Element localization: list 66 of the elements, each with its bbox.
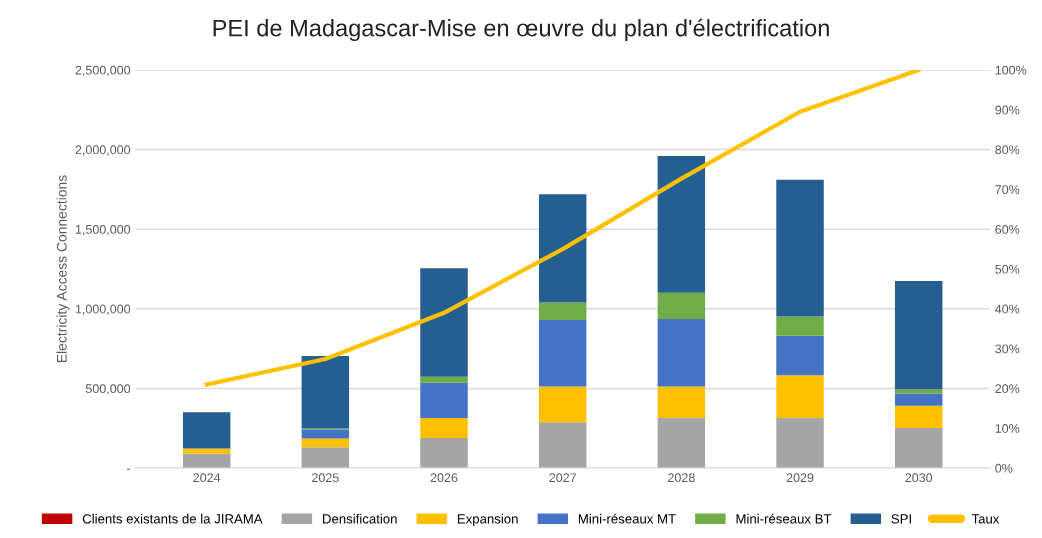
bar [182,448,231,454]
x-tick-label: 2029 [786,473,814,483]
y-axis-title: Electricity Access Connections [56,175,70,363]
bar [894,280,943,390]
y2-tick-label: 80% [995,145,1020,155]
y-tick-label: 1,000,000 [75,304,131,315]
bar [657,156,706,293]
legend-label: Clients existants de la JIRAMA [82,513,263,524]
y-tick-label: 500,000 [85,384,131,395]
bar [894,428,943,469]
bar [301,429,350,439]
y2-tick-label: 0% [995,463,1013,473]
y-tick-label: - [126,468,131,470]
y-tick-label: 1,500,000 [75,224,131,236]
x-tick-label: 2024 [193,473,221,483]
y2-tick-label: 60% [995,224,1020,234]
bar [301,447,350,469]
y2-tick-label: 70% [995,185,1020,195]
y2-tick-label: 30% [995,344,1020,354]
legend-label: Expansion [457,513,518,527]
bar [538,319,587,387]
legend-label: SPI [891,514,911,524]
bar [776,179,824,317]
y2-tick-label: 100% [995,65,1027,75]
bar [538,422,587,469]
legend-label: Mini-réseaux BT [736,513,832,524]
bar [657,386,706,418]
legend-label: Densification [323,513,397,524]
bar [538,302,587,320]
x-tick-label: 2025 [312,473,339,483]
bar [776,375,824,418]
bar [420,382,468,418]
bar [420,376,468,383]
chart-title: PEI de Madagascar-Mise en œuvre du plan d'électrification [213,18,829,42]
y2-tick-label: 50% [995,264,1020,274]
bar [894,405,943,429]
x-tick-label: 2030 [905,473,933,483]
y2-tick-label: 20% [995,384,1020,394]
legend-label: Mini-réseaux MT [578,513,676,524]
bar [301,438,350,448]
x-tick-label: 2027 [549,473,576,483]
bar [657,319,706,387]
legend-label: Taux [971,514,1000,524]
bar [538,194,587,303]
y-tick-label: 2,000,000 [75,145,131,156]
bar [776,316,824,336]
bar [420,437,468,469]
bar [776,335,824,376]
x-tick-label: 2028 [668,473,695,483]
bar [182,453,231,469]
y2-tick-label: 90% [995,105,1020,115]
bar [894,393,943,406]
y2-tick-label: 40% [995,304,1020,314]
bar [420,268,468,377]
line-series [204,69,921,387]
bar [657,417,706,469]
bar [301,356,350,429]
bar [776,417,824,469]
bar [894,389,943,394]
bar [538,386,587,423]
bar [420,417,468,438]
bar [657,292,706,319]
y-tick-label: 2,500,000 [75,65,131,77]
x-tick-label: 2026 [430,473,458,483]
y2-tick-label: 10% [995,424,1020,433]
bar [182,412,231,449]
